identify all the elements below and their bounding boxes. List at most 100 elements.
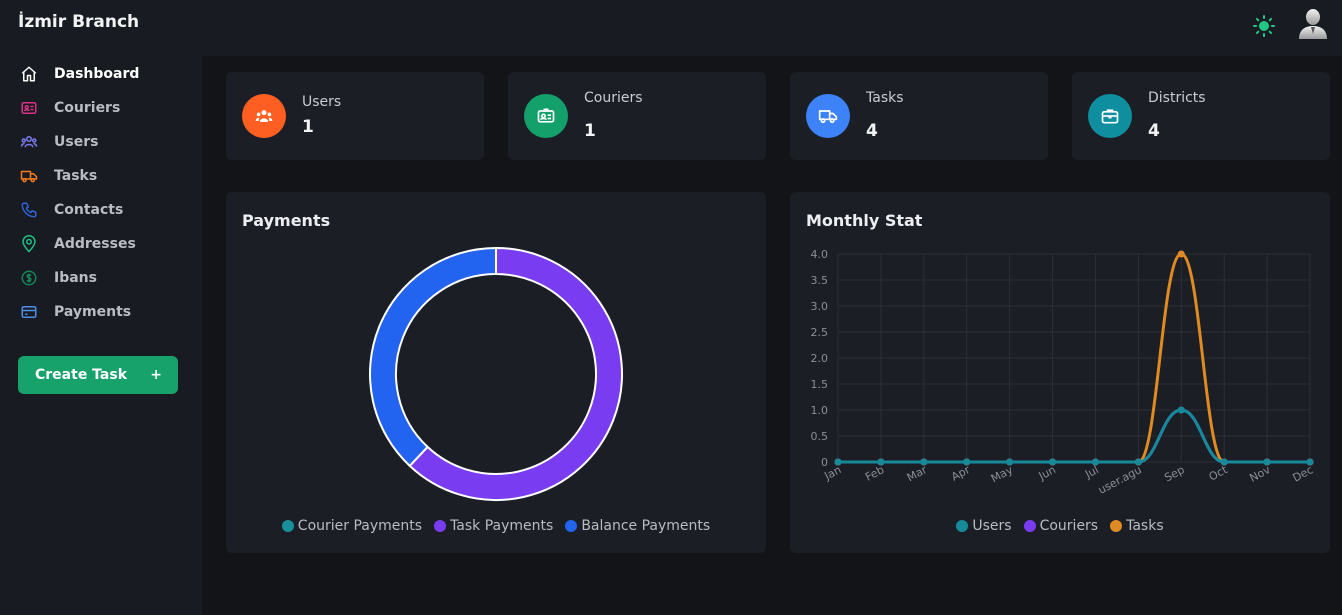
y-tick-label: 2.0 xyxy=(811,352,829,365)
create-task-label: Create Task xyxy=(35,367,128,383)
plus-icon: + xyxy=(150,367,162,383)
legend-label: Task Payments xyxy=(450,518,554,534)
sidebar-item-ibans[interactable]: Ibans xyxy=(0,261,202,295)
data-point-users[interactable] xyxy=(920,458,928,466)
legend-label: Courier Payments xyxy=(297,518,423,534)
x-tick-label: Sep xyxy=(1162,463,1186,484)
sidebar-item-label: Users xyxy=(54,134,99,150)
sun-icon[interactable] xyxy=(1252,14,1276,38)
legend-item-task-payments[interactable]: Task Payments xyxy=(434,518,553,534)
sidebar-item-addresses[interactable]: Addresses xyxy=(0,227,202,261)
sidebar-item-couriers[interactable]: Couriers xyxy=(0,91,202,125)
x-tick-label: Jun xyxy=(1036,463,1058,483)
sidebar-item-users[interactable]: Users xyxy=(0,125,202,159)
x-tick-label: Mar xyxy=(905,463,930,484)
stat-card-users: Users 1 xyxy=(226,72,484,160)
stat-card-couriers: Couriers 1 xyxy=(508,72,766,160)
payments-donut-chart xyxy=(369,246,623,501)
stat-card-districts: Districts 4 xyxy=(1072,72,1330,160)
sidebar-item-contacts[interactable]: Contacts xyxy=(0,193,202,227)
legend-swatch xyxy=(281,520,294,532)
stat-label: Districts xyxy=(1148,90,1206,106)
y-tick-label: 1.5 xyxy=(811,378,829,391)
data-point-users[interactable] xyxy=(1220,458,1228,466)
donut-slice-balance-payments[interactable] xyxy=(369,246,497,468)
x-tick-label: Dec xyxy=(1291,463,1316,484)
y-tick-label: 4.0 xyxy=(811,248,829,261)
data-point-tasks[interactable] xyxy=(1177,250,1185,258)
legend-label: Balance Payments xyxy=(581,518,711,534)
sidebar-item-label: Addresses xyxy=(54,236,136,252)
data-point-users[interactable] xyxy=(1049,458,1057,466)
data-point-users[interactable] xyxy=(1006,458,1014,466)
y-tick-label: 2.5 xyxy=(811,326,829,339)
legend-item-courier-payments[interactable]: Courier Payments xyxy=(281,518,423,534)
y-tick-label: 0.5 xyxy=(811,430,829,443)
data-point-users[interactable] xyxy=(1263,458,1271,466)
y-tick-label: 0 xyxy=(821,456,828,469)
dollar-icon xyxy=(19,268,39,288)
stat-label: Tasks xyxy=(866,90,904,106)
legend-swatch xyxy=(565,520,578,532)
sidebar-item-tasks[interactable]: Tasks xyxy=(0,159,202,193)
sidebar-item-label: Payments xyxy=(54,304,132,320)
legend-item-users[interactable]: Users xyxy=(956,518,1012,534)
credit-card-icon xyxy=(19,302,39,322)
x-tick-label: Nov xyxy=(1247,463,1272,485)
users-icon xyxy=(19,132,39,152)
x-tick-label: Oct xyxy=(1207,463,1231,484)
truck-icon xyxy=(806,94,850,138)
data-point-users[interactable] xyxy=(1306,458,1314,466)
sidebar-item-label: Contacts xyxy=(54,202,124,218)
data-point-users[interactable] xyxy=(877,458,885,466)
sidebar-item-label: Ibans xyxy=(54,270,97,286)
stat-label: Couriers xyxy=(584,90,643,106)
panel-title: Payments xyxy=(242,211,331,230)
monthly-legend: Users Couriers Tasks xyxy=(790,518,1330,534)
legend-label: Couriers xyxy=(1039,518,1099,534)
legend-swatch xyxy=(1110,520,1123,532)
data-point-users[interactable] xyxy=(834,458,842,466)
sidebar-item-dashboard[interactable]: Dashboard xyxy=(0,57,202,91)
x-tick-label: May xyxy=(989,463,1016,485)
sidebar-nav: Dashboard Couriers Users Tasks Contacts xyxy=(0,57,202,329)
donut-slice-task-payments[interactable] xyxy=(408,246,623,501)
data-point-users[interactable] xyxy=(963,458,971,466)
panel-title: Monthly Stat xyxy=(806,211,923,230)
stat-label: Users xyxy=(302,94,342,110)
sidebar-item-payments[interactable]: Payments xyxy=(0,295,202,329)
payments-legend: Courier Payments Task Payments Balance P… xyxy=(226,518,766,534)
x-tick-label: Apr xyxy=(949,463,972,484)
create-task-button[interactable]: Create Task + xyxy=(18,356,178,394)
y-tick-label: 3.0 xyxy=(811,300,829,313)
phone-icon xyxy=(19,200,39,220)
legend-item-balance-payments[interactable]: Balance Payments xyxy=(565,518,710,534)
map-pin-icon xyxy=(19,234,39,254)
legend-label: Users xyxy=(972,518,1012,534)
legend-item-couriers[interactable]: Couriers xyxy=(1023,518,1099,534)
top-bar xyxy=(202,0,1342,56)
stat-card-tasks: Tasks 4 xyxy=(790,72,1048,160)
truck-icon xyxy=(19,166,39,186)
data-point-users[interactable] xyxy=(1134,458,1142,466)
legend-swatch xyxy=(956,520,969,532)
stat-value: 1 xyxy=(584,121,596,141)
sidebar-item-label: Couriers xyxy=(54,100,121,116)
user-avatar-icon[interactable] xyxy=(1298,7,1328,39)
y-tick-label: 3.5 xyxy=(811,274,829,287)
data-point-users[interactable] xyxy=(1091,458,1099,466)
x-tick-label: Feb xyxy=(863,463,886,484)
id-card-icon xyxy=(524,94,568,138)
legend-swatch xyxy=(434,520,447,532)
id-card-icon xyxy=(19,98,39,118)
stat-value: 4 xyxy=(866,121,878,141)
branch-title: İzmir Branch xyxy=(18,12,140,32)
y-tick-label: 1.0 xyxy=(811,404,829,417)
data-point-users[interactable] xyxy=(1177,406,1185,414)
payments-panel: Payments Courier Payments Task Payments … xyxy=(226,192,766,553)
legend-item-tasks[interactable]: Tasks xyxy=(1110,518,1164,534)
x-tick-label: user.agu xyxy=(1096,463,1144,497)
legend-label: Tasks xyxy=(1126,518,1164,534)
sidebar-item-label: Tasks xyxy=(54,168,98,184)
